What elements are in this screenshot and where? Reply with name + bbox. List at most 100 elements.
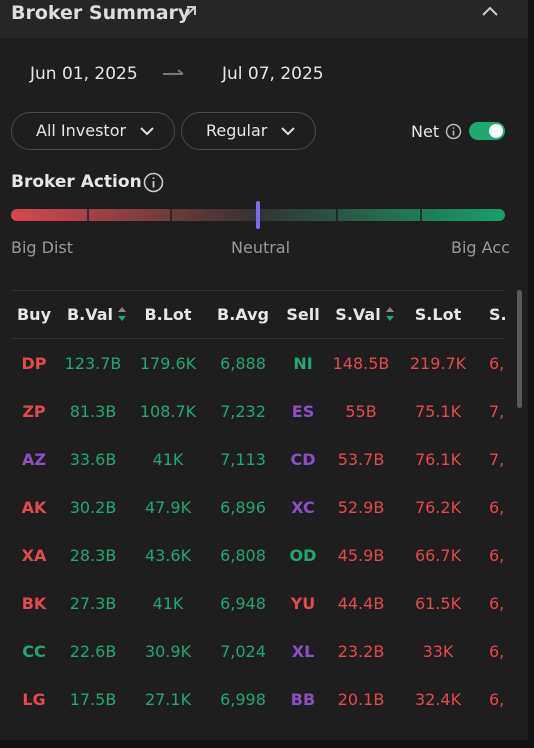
table-cell: 20.1B — [337, 690, 385, 709]
table-cell: 30.9K — [144, 642, 192, 661]
broker-code[interactable]: XA — [21, 546, 47, 565]
table-cell: 219.7K — [409, 354, 467, 373]
table-cell: 27.3B — [69, 594, 117, 613]
table-cell: 32.4K — [414, 690, 462, 709]
table-cell: 6, — [489, 546, 505, 565]
gauge-label: Big Acc — [451, 238, 510, 257]
table-cell: 66.7K — [414, 546, 462, 565]
table-cell: 61.5K — [414, 594, 462, 613]
gauge-label: Big Dist — [11, 238, 74, 257]
table-cell: 6,998 — [220, 690, 266, 709]
table-cell: 179.6K — [139, 354, 197, 373]
table-cell: 53.7B — [337, 450, 385, 469]
column-header: B.Lot — [144, 305, 192, 324]
info-icon[interactable] — [445, 123, 462, 140]
sort-icon[interactable] — [385, 306, 395, 322]
broker-code[interactable]: XC — [291, 498, 315, 517]
broker-code[interactable]: ZP — [22, 402, 46, 421]
table-cell: 45.9B — [337, 546, 385, 565]
investor-filter[interactable]: All Investor — [11, 112, 175, 150]
table-cell: 6, — [489, 642, 505, 661]
table-cell: 44.4B — [337, 594, 385, 613]
broker-code[interactable]: BB — [290, 690, 316, 709]
table-cell: 52.9B — [337, 498, 385, 517]
action-gauge — [11, 201, 505, 229]
table-cell: 6,888 — [220, 354, 266, 373]
panel-title[interactable]: Broker Summary — [11, 2, 191, 24]
panel-edge — [528, 0, 534, 748]
table-cell: 148.5B — [332, 354, 390, 373]
table-cell: 33.6B — [69, 450, 117, 469]
broker-code[interactable]: CD — [290, 450, 316, 469]
table-cell: 6, — [489, 498, 505, 517]
table-cell: 123.7B — [64, 354, 122, 373]
column-header[interactable]: S.Val — [317, 305, 413, 324]
scrollbar[interactable] — [517, 290, 522, 408]
section-title: Broker Action — [11, 172, 142, 192]
table-cell: 81.3B — [69, 402, 117, 421]
end-date[interactable]: Jul 07, 2025 — [222, 64, 324, 84]
info-icon[interactable] — [143, 172, 164, 193]
table-cell: 75.1K — [414, 402, 462, 421]
table-cell: 6,808 — [220, 546, 266, 565]
table-cell: 76.1K — [414, 450, 462, 469]
broker-code[interactable]: AZ — [22, 450, 46, 469]
start-date[interactable]: Jun 01, 2025 — [30, 64, 138, 84]
gauge-label: Neutral — [231, 238, 291, 257]
broker-code[interactable]: LG — [22, 690, 46, 709]
table-cell: 43.6K — [144, 546, 192, 565]
broker-code[interactable]: AK — [21, 498, 47, 517]
header-bar — [0, 0, 528, 38]
net-toggle[interactable] — [468, 121, 506, 141]
column-header: S. — [489, 305, 505, 324]
external-link-icon[interactable] — [181, 3, 199, 21]
table-cell: 108.7K — [139, 402, 197, 421]
broker-code[interactable]: NI — [293, 354, 313, 373]
broker-code[interactable]: OD — [289, 546, 317, 565]
table-cell: 22.6B — [69, 642, 117, 661]
net-label: Net — [411, 122, 440, 141]
filter-label: All Investor — [36, 121, 127, 140]
sort-icon[interactable] — [117, 306, 127, 322]
column-header: S.Lot — [414, 305, 462, 324]
column-header: Buy — [16, 305, 51, 324]
broker-code[interactable]: YU — [290, 594, 316, 613]
collapse-icon[interactable] — [480, 4, 500, 18]
chevron — [140, 127, 154, 136]
broker-code[interactable]: ES — [291, 402, 315, 421]
table-cell: 7, — [489, 402, 505, 421]
table-cell: 41K — [152, 594, 184, 613]
column-header: Sell — [286, 305, 320, 324]
column-header[interactable]: B.Val — [49, 305, 145, 324]
table-cell: 33K — [422, 642, 454, 661]
broker-code[interactable]: BK — [21, 594, 47, 613]
table-cell: 30.2B — [69, 498, 117, 517]
table-cell: 27.1K — [144, 690, 192, 709]
broker-code[interactable]: XL — [291, 642, 315, 661]
table-cell: 7, — [489, 450, 505, 469]
table-cell: 28.3B — [69, 546, 117, 565]
chevron — [281, 127, 296, 136]
broker-code[interactable]: CC — [22, 642, 46, 661]
table-cell: 7,113 — [220, 450, 266, 469]
bottom-bar — [0, 740, 534, 748]
broker-table: Buy B.Val B.Lot B.Avg Sell S.Val S.Lot S. DP 123.… — [11, 290, 505, 731]
table-cell: 6, — [489, 594, 505, 613]
table-cell: 6,948 — [220, 594, 266, 613]
table-cell: 7,232 — [220, 402, 266, 421]
table-cell: 6, — [489, 354, 505, 373]
table-cell: 6, — [489, 690, 505, 709]
broker-code[interactable]: DP — [21, 354, 47, 373]
table-cell: 7,024 — [220, 642, 266, 661]
table-cell: 6,896 — [220, 498, 266, 517]
table-cell: 47.9K — [144, 498, 192, 517]
table-cell: 55B — [345, 402, 377, 421]
market-filter[interactable]: Regular — [181, 112, 316, 150]
table-cell: 17.5B — [69, 690, 117, 709]
range-arrow — [163, 69, 184, 75]
table-cell: 23.2B — [337, 642, 385, 661]
table-cell: 41K — [152, 450, 184, 469]
table-cell: 76.2K — [414, 498, 462, 517]
column-header: B.Avg — [217, 305, 269, 324]
